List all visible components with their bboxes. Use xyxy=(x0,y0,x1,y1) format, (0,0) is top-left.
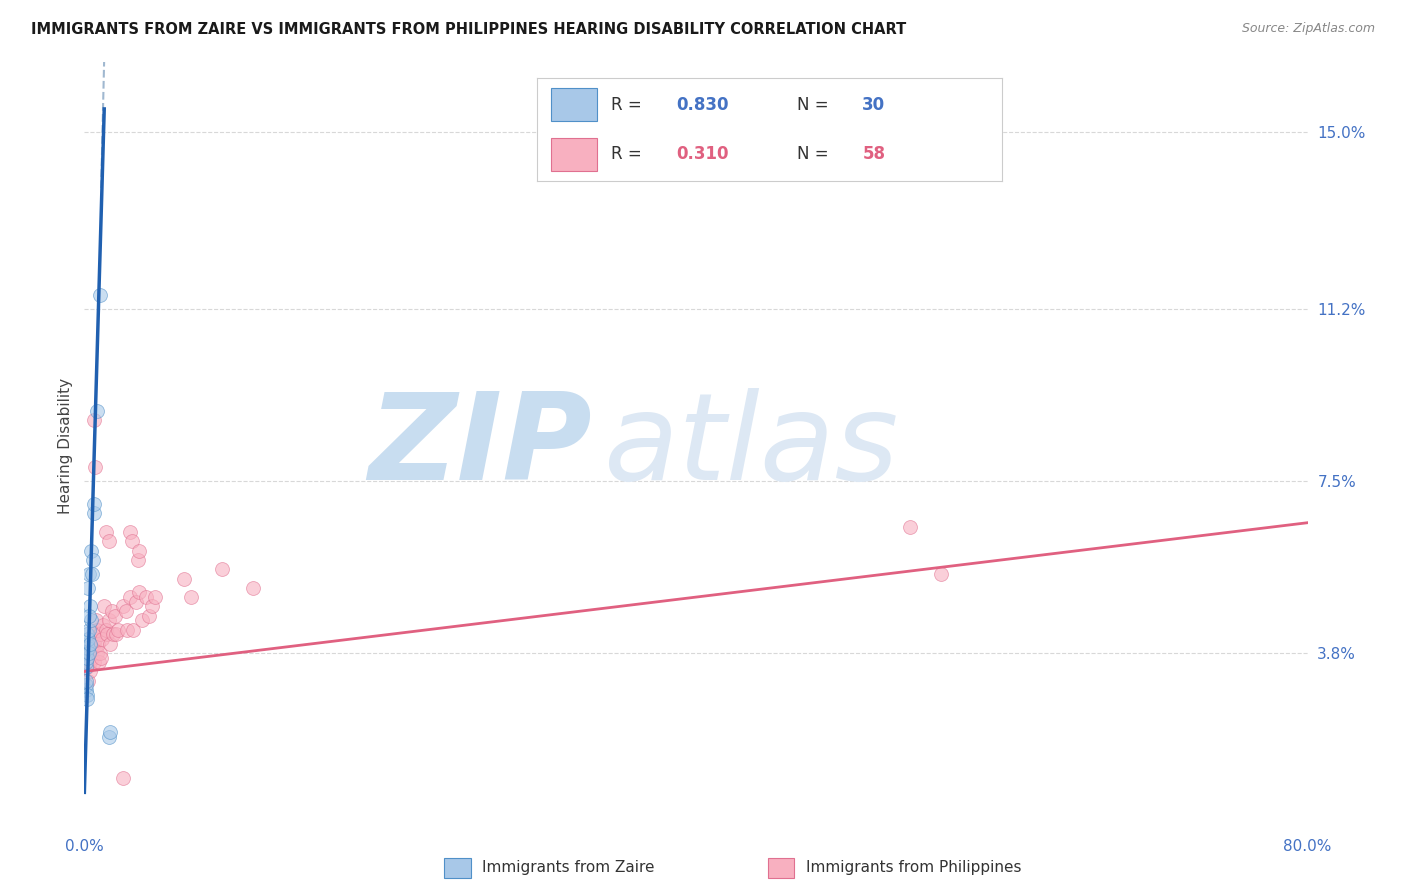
Point xyxy=(77,673,100,688)
Point xyxy=(96,627,118,641)
Point xyxy=(80,650,103,665)
Point xyxy=(76,692,98,706)
Point xyxy=(82,553,104,567)
Point xyxy=(83,655,105,669)
Point xyxy=(242,581,264,595)
Point xyxy=(83,497,105,511)
Point xyxy=(94,524,117,539)
FancyBboxPatch shape xyxy=(444,858,471,878)
Point xyxy=(93,599,115,614)
Y-axis label: Hearing Disability: Hearing Disability xyxy=(58,378,73,514)
Point xyxy=(97,534,120,549)
Point xyxy=(120,590,142,604)
Point xyxy=(80,613,103,627)
Point xyxy=(77,608,100,623)
Point xyxy=(87,655,110,669)
Point xyxy=(180,590,202,604)
Point xyxy=(94,623,117,637)
Point xyxy=(75,655,97,669)
Text: atlas: atlas xyxy=(605,387,900,505)
Point xyxy=(105,627,128,641)
Point xyxy=(75,683,97,698)
Point xyxy=(79,655,101,669)
Point xyxy=(929,566,952,581)
Point xyxy=(128,543,150,558)
Point xyxy=(86,404,108,418)
Point xyxy=(76,650,98,665)
Text: ZIP: ZIP xyxy=(368,387,592,505)
Point xyxy=(89,288,111,302)
Text: Source: ZipAtlas.com: Source: ZipAtlas.com xyxy=(1241,22,1375,36)
Point xyxy=(211,562,233,576)
Point xyxy=(103,627,125,641)
Point xyxy=(84,613,107,627)
Point xyxy=(127,553,149,567)
Point xyxy=(77,581,100,595)
Point xyxy=(76,688,98,702)
Point xyxy=(76,641,98,656)
Point xyxy=(83,507,105,521)
Point xyxy=(121,534,143,549)
Point xyxy=(80,641,103,656)
Point xyxy=(143,590,166,604)
FancyBboxPatch shape xyxy=(768,858,794,878)
Point xyxy=(80,543,103,558)
Point xyxy=(91,632,114,646)
Text: Immigrants from Zaire: Immigrants from Zaire xyxy=(482,861,655,875)
Point xyxy=(77,632,100,646)
Point xyxy=(128,585,150,599)
Point xyxy=(77,646,100,660)
Point xyxy=(125,595,148,609)
Point xyxy=(75,646,97,660)
Point xyxy=(97,613,120,627)
Point xyxy=(138,608,160,623)
Point xyxy=(80,566,103,581)
Point xyxy=(91,618,114,632)
Point xyxy=(104,608,127,623)
Point xyxy=(111,599,134,614)
Point xyxy=(83,413,105,427)
Point xyxy=(107,623,129,637)
Point xyxy=(82,627,104,641)
Point xyxy=(79,599,101,614)
Text: Immigrants from Philippines: Immigrants from Philippines xyxy=(806,861,1021,875)
Point xyxy=(75,660,97,674)
Point xyxy=(89,646,111,660)
Point xyxy=(86,623,108,637)
Point xyxy=(101,604,124,618)
Point xyxy=(84,459,107,474)
Point xyxy=(77,566,100,581)
Point xyxy=(90,650,112,665)
Point xyxy=(114,604,136,618)
Point xyxy=(84,632,107,646)
Point xyxy=(173,572,195,586)
Point xyxy=(76,627,98,641)
Point xyxy=(97,730,120,744)
Point xyxy=(135,590,157,604)
Point xyxy=(86,646,108,660)
Point xyxy=(77,646,100,660)
Point xyxy=(76,660,98,674)
Point xyxy=(115,623,138,637)
Point xyxy=(120,524,142,539)
Point xyxy=(89,627,111,641)
Point xyxy=(98,637,121,651)
Point xyxy=(75,673,97,688)
Point xyxy=(76,637,98,651)
Point xyxy=(79,637,101,651)
Point xyxy=(141,599,163,614)
Point xyxy=(131,613,153,627)
Point xyxy=(111,772,134,786)
Point xyxy=(79,665,101,679)
Point xyxy=(83,637,105,651)
Point xyxy=(98,725,121,739)
Point xyxy=(122,623,145,637)
Point xyxy=(898,520,921,534)
Text: IMMIGRANTS FROM ZAIRE VS IMMIGRANTS FROM PHILIPPINES HEARING DISABILITY CORRELAT: IMMIGRANTS FROM ZAIRE VS IMMIGRANTS FROM… xyxy=(31,22,907,37)
Point xyxy=(79,623,101,637)
Point xyxy=(75,678,97,692)
Point xyxy=(87,637,110,651)
